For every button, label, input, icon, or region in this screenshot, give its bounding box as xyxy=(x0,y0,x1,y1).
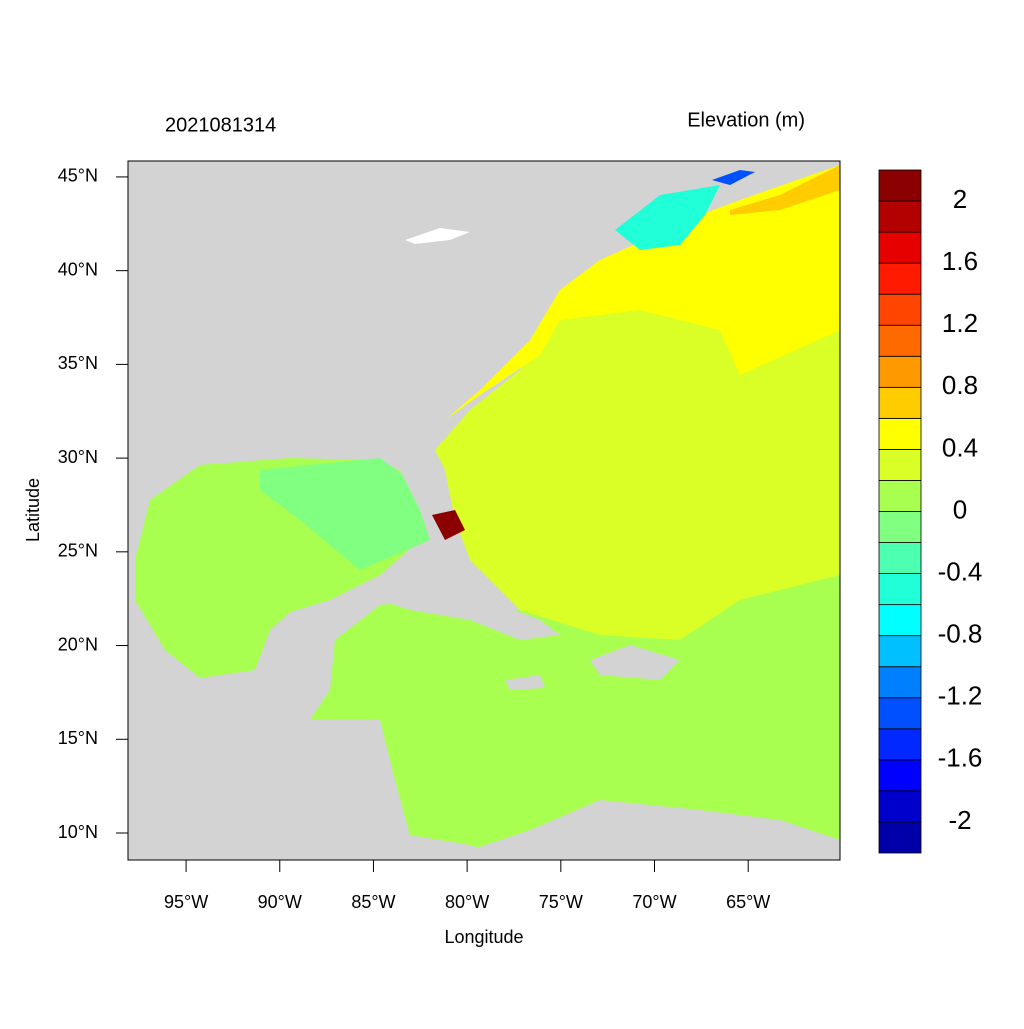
colorbar-label: -1.2 xyxy=(938,681,983,711)
map xyxy=(127,160,841,861)
land xyxy=(400,800,840,860)
colorbar-label: 0.4 xyxy=(942,432,978,462)
x-tick-label: 85°W xyxy=(351,892,395,912)
y-tick-label: 35°N xyxy=(58,353,98,373)
colorbar-box xyxy=(878,262,922,295)
x-tick-label: 65°W xyxy=(726,892,770,912)
y-tick-label: 30°N xyxy=(58,447,98,467)
colorbar-title: Elevation (m) xyxy=(687,109,805,131)
colorbar-box xyxy=(878,386,922,419)
y-tick-label: 25°N xyxy=(58,541,98,561)
plot-frame xyxy=(127,160,841,861)
colorbar-box xyxy=(878,355,922,388)
colorbar-label: 0.8 xyxy=(942,370,978,400)
y-tick-label: 20°N xyxy=(58,634,98,654)
colorbar-box xyxy=(878,449,922,481)
x-axis-label: Longitude xyxy=(444,927,523,947)
colorbar-box xyxy=(878,697,922,730)
colorbar-label: 1.6 xyxy=(942,246,978,276)
colorbar-box xyxy=(878,821,922,854)
colorbar-box xyxy=(878,635,922,668)
colorbar-box xyxy=(878,728,922,761)
colorbar-box xyxy=(878,790,922,823)
y-tick-label: 40°N xyxy=(58,259,98,279)
colorbar-box xyxy=(878,324,922,357)
y-tick-label: 10°N xyxy=(58,822,98,842)
lake xyxy=(405,228,470,244)
y-axis-label: Latitude xyxy=(23,478,43,542)
colorbar-label: -1.6 xyxy=(938,743,983,773)
colorbar-label: -2 xyxy=(948,805,971,835)
colorbar-box xyxy=(878,200,922,233)
colorbar-box xyxy=(878,542,922,574)
ocean-region xyxy=(615,185,720,250)
ocean-region xyxy=(260,458,430,570)
colorbar-box xyxy=(878,293,922,326)
colorbar-box xyxy=(878,169,922,202)
colorbar-box xyxy=(878,480,922,512)
land xyxy=(505,675,545,690)
colorbar-box xyxy=(878,759,922,792)
colorbar-box xyxy=(878,573,922,606)
y-tick-label: 15°N xyxy=(58,728,98,748)
colorbar-box xyxy=(878,511,922,543)
chart-title: 2021081314 xyxy=(165,114,276,136)
colorbar-box xyxy=(878,417,922,450)
ocean-region xyxy=(310,575,840,860)
colorbar-label: 2 xyxy=(953,184,967,214)
y-tick-label: 45°N xyxy=(58,166,98,186)
ocean-region xyxy=(712,170,755,185)
ocean-region xyxy=(445,165,840,420)
ocean-region xyxy=(730,165,840,215)
colorbar-box xyxy=(878,231,922,264)
land xyxy=(380,590,560,640)
land xyxy=(590,645,680,680)
colorbar-label: 0 xyxy=(953,494,967,524)
colorbar-label: -0.4 xyxy=(938,556,983,586)
x-tick-label: 95°W xyxy=(164,892,208,912)
x-tick-label: 90°W xyxy=(258,892,302,912)
colorbar-label: 1.2 xyxy=(942,308,978,338)
land-flooded xyxy=(432,510,465,540)
colorbar-label: -0.8 xyxy=(938,619,983,649)
colorbar-box xyxy=(878,666,922,699)
x-tick-label: 80°W xyxy=(445,892,489,912)
x-tick-label: 70°W xyxy=(632,892,676,912)
colorbar-box xyxy=(878,604,922,637)
x-tick-label: 75°W xyxy=(539,892,583,912)
